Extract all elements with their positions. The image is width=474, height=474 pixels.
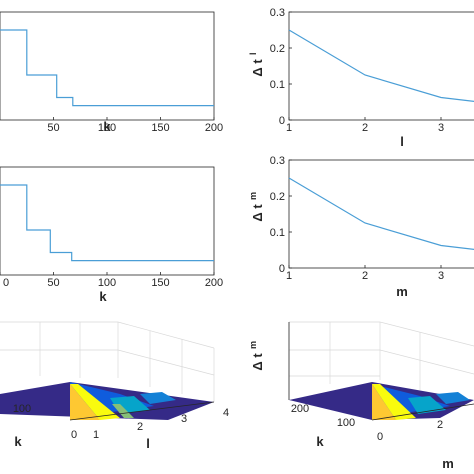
x-tick-label: 0 bbox=[71, 429, 77, 441]
y-tick-label: 2 bbox=[137, 421, 143, 433]
series-line bbox=[0, 29, 214, 107]
z-axis-label-sup: m bbox=[248, 341, 258, 349]
x-axis-label: k bbox=[99, 289, 107, 304]
x-tick-labels: 1 2 3 bbox=[286, 117, 444, 134]
surface-step-3 bbox=[436, 392, 470, 404]
y-axis-label-sup: l bbox=[248, 52, 258, 55]
x-tick-label: 150 bbox=[151, 277, 169, 289]
series-line bbox=[288, 177, 474, 251]
y-tick-label: 0.1 bbox=[270, 227, 285, 239]
y-tick-labels: 0 0.1 0.2 0.3 bbox=[270, 7, 292, 127]
z-axis-label: Δ t m bbox=[248, 341, 265, 371]
x-tick-label: 3 bbox=[438, 270, 444, 282]
x-tick-label: 50 bbox=[47, 122, 59, 134]
surface-ridge-shade bbox=[372, 384, 396, 420]
surface-edge bbox=[371, 403, 474, 421]
y-tick-label: 4 bbox=[223, 407, 229, 419]
series-line bbox=[288, 29, 474, 103]
x-tick-label: 0 bbox=[377, 431, 383, 443]
z-axis-label-text: Δ t bbox=[250, 353, 265, 371]
panel-bottom-left: 100 0 1 2 3 4 k l bbox=[0, 321, 229, 451]
y-tick-label: 0.1 bbox=[270, 79, 285, 91]
y-tick-label: 0.3 bbox=[270, 7, 285, 19]
series-line bbox=[0, 184, 214, 262]
y-tick-labels: 0 0.1 0.2 0.3 bbox=[270, 155, 292, 275]
x-tick-label: 100 bbox=[337, 417, 355, 429]
x-tick-label: 100 bbox=[98, 277, 116, 289]
x-tick-label: 100 bbox=[98, 122, 116, 134]
surface-ridge bbox=[372, 384, 416, 420]
x-tick-label: 2 bbox=[362, 122, 368, 134]
surface-edge bbox=[69, 401, 215, 421]
panel-top-right: 1 2 3 0 0.1 0.2 0.3 Δ t l l bbox=[248, 7, 474, 149]
x-tick-label: 3 bbox=[438, 122, 444, 134]
x-tick-label: 150 bbox=[151, 122, 169, 134]
x-tick-label: 200 bbox=[205, 277, 223, 289]
x-tick-label: 0 bbox=[3, 277, 9, 289]
x-axis-label: l bbox=[400, 134, 404, 149]
y-tick-label: 0.3 bbox=[270, 155, 285, 167]
x-tick-label: 50 bbox=[47, 277, 59, 289]
x-tick-label: 2 bbox=[362, 270, 368, 282]
surface-step-3 bbox=[140, 392, 176, 404]
x-axis-label: k bbox=[14, 434, 22, 449]
plot-frame bbox=[288, 11, 474, 121]
x-tick-label: 100 bbox=[13, 403, 31, 415]
surface-ridge bbox=[70, 384, 120, 420]
panel-middle-right: 1 2 3 0 0.1 0.2 0.3 Δ t m m bbox=[248, 155, 474, 299]
y-tick-label: 2 bbox=[437, 419, 443, 431]
y-axis-label: l bbox=[146, 436, 150, 451]
plot-frame bbox=[288, 159, 474, 269]
y-tick-label: 3 bbox=[181, 413, 187, 425]
panel-middle-left: 0 50 100 150 200 k bbox=[0, 166, 223, 304]
x-axis-label: k bbox=[103, 119, 111, 134]
y-tick-label: 0.2 bbox=[270, 43, 285, 55]
y-axis-label: m bbox=[442, 456, 454, 471]
y-axis-label: Δ t m bbox=[248, 192, 265, 222]
plot-frame bbox=[0, 166, 215, 276]
plot-frame bbox=[0, 11, 215, 121]
x-tick-labels: 50 100 150 200 bbox=[47, 117, 223, 134]
y-axis-label-text: Δ t bbox=[250, 59, 265, 77]
x-axis-label: k bbox=[316, 434, 324, 449]
x-axis-label: m bbox=[396, 284, 408, 299]
x-tick-labels: 1 2 3 bbox=[286, 265, 444, 282]
y-axis-label: Δ t l bbox=[248, 52, 265, 76]
x-tick-label: 200 bbox=[291, 403, 309, 415]
y-tick-label: 0 bbox=[279, 115, 285, 127]
x-tick-label: 200 bbox=[205, 122, 223, 134]
panel-top-left: 50 100 150 200 k bbox=[0, 11, 223, 134]
surface-grid bbox=[0, 321, 215, 402]
surface-ridge-shade bbox=[70, 384, 100, 420]
panel-bottom-right: 200 100 0 2 Δ t m k m bbox=[248, 321, 474, 471]
y-axis-label-sup: m bbox=[248, 192, 258, 200]
surface-ridge-2 bbox=[112, 404, 134, 418]
y-tick-label: 0.2 bbox=[270, 191, 285, 203]
x-tick-label: 1 bbox=[286, 270, 292, 282]
y-axis-label-text: Δ t bbox=[250, 204, 265, 222]
x-tick-labels: 0 50 100 150 200 bbox=[0, 272, 223, 289]
y-tick-label: 0 bbox=[279, 263, 285, 275]
x-tick-label: 1 bbox=[286, 122, 292, 134]
y-tick-label: 1 bbox=[93, 429, 99, 441]
